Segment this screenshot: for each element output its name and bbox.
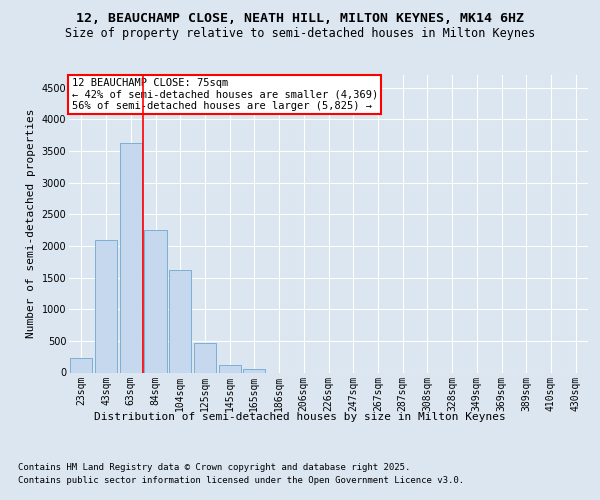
Text: 12 BEAUCHAMP CLOSE: 75sqm
← 42% of semi-detached houses are smaller (4,369)
56% : 12 BEAUCHAMP CLOSE: 75sqm ← 42% of semi-…	[71, 78, 378, 111]
Text: Size of property relative to semi-detached houses in Milton Keynes: Size of property relative to semi-detach…	[65, 28, 535, 40]
Bar	[218, 365, 241, 372]
Bar	[70, 358, 92, 372]
Bar	[119, 144, 142, 372]
Bar	[194, 344, 216, 372]
Text: Distribution of semi-detached houses by size in Milton Keynes: Distribution of semi-detached houses by …	[94, 412, 506, 422]
Bar	[95, 240, 117, 372]
Text: Contains HM Land Registry data © Crown copyright and database right 2025.: Contains HM Land Registry data © Crown c…	[18, 462, 410, 471]
Bar	[169, 270, 191, 372]
Bar	[145, 230, 167, 372]
Text: Contains public sector information licensed under the Open Government Licence v3: Contains public sector information licen…	[18, 476, 464, 485]
Bar	[243, 368, 265, 372]
Text: 12, BEAUCHAMP CLOSE, NEATH HILL, MILTON KEYNES, MK14 6HZ: 12, BEAUCHAMP CLOSE, NEATH HILL, MILTON …	[76, 12, 524, 26]
Y-axis label: Number of semi-detached properties: Number of semi-detached properties	[26, 109, 36, 338]
